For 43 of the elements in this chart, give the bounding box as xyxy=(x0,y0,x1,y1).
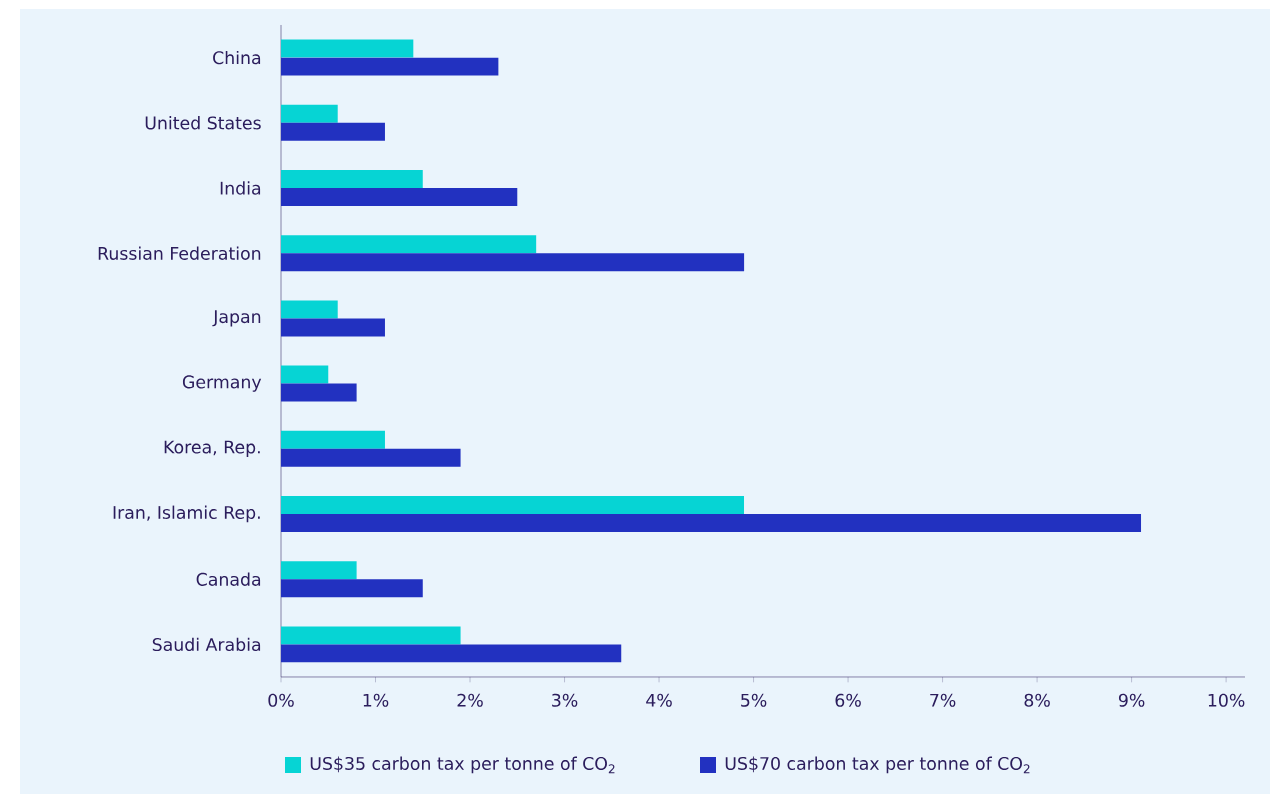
x-tick-label: 2% xyxy=(457,693,483,707)
bar xyxy=(281,495,745,514)
bar xyxy=(281,187,518,206)
bar xyxy=(281,318,385,337)
x-tick-label: 1% xyxy=(363,693,389,707)
y-tick-label: Russian Federation xyxy=(98,246,261,260)
bar xyxy=(281,561,357,580)
bar xyxy=(281,300,338,319)
y-tick-label: Korea, Rep. xyxy=(164,440,260,457)
bar xyxy=(281,122,385,141)
bar xyxy=(281,104,338,123)
x-tick-label: 0% xyxy=(268,693,294,707)
x-tick-label: 5% xyxy=(741,693,767,707)
x-tick-label: 9% xyxy=(1118,693,1145,707)
y-tick-label: Saudi Arabia xyxy=(152,637,261,652)
bar xyxy=(281,39,414,58)
bar xyxy=(281,626,461,645)
bar xyxy=(281,448,461,467)
x-tick-label: 4% xyxy=(646,693,672,707)
y-tick-label: Iran, Islamic Rep. xyxy=(113,505,260,523)
y-tick-label: Germany xyxy=(182,375,262,392)
legend-label: US$35 carbon tax per tonne of CO$_{2}$ xyxy=(310,756,615,774)
y-tick-label: Japan xyxy=(212,310,261,327)
x-tick-label: 7% xyxy=(930,693,956,707)
y-tick-label: China xyxy=(213,50,261,65)
bar xyxy=(281,644,622,663)
bar xyxy=(281,579,423,598)
y-tick-label: Canada xyxy=(196,572,261,586)
bar xyxy=(281,169,423,188)
bar xyxy=(281,430,385,449)
bar xyxy=(281,253,745,272)
x-tick-label: 10% xyxy=(1208,693,1245,707)
y-tick-label: India xyxy=(220,181,261,195)
x-tick-label: 6% xyxy=(835,693,861,707)
bar xyxy=(281,383,357,402)
bar xyxy=(281,235,537,254)
x-tick-label: 8% xyxy=(1024,693,1050,707)
bar xyxy=(281,365,329,384)
x-tick-label: 3% xyxy=(552,693,578,707)
legend-label: US$70 carbon tax per tonne of CO$_{2}$ xyxy=(725,756,1030,774)
y-tick-label: United States xyxy=(145,116,261,130)
bar xyxy=(281,513,1142,532)
bar xyxy=(281,57,499,76)
